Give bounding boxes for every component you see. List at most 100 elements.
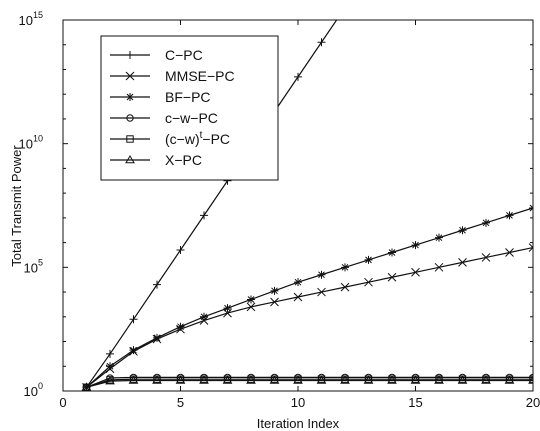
- legend-label: (c−w)t−PC: [165, 130, 230, 147]
- data-point-x: [387, 272, 397, 282]
- data-point-triangle: [269, 375, 280, 384]
- series-triangle: [81, 375, 533, 391]
- data-point-plus: [317, 38, 326, 47]
- data-point-star: [247, 295, 255, 304]
- data-point-triangle: [105, 376, 115, 385]
- y-tick-label: 100: [24, 381, 43, 399]
- legend-entry: c−w−PC: [110, 110, 218, 126]
- series-clip-group: [81, 20, 533, 391]
- x-tick-label: 20: [526, 395, 540, 410]
- data-point-triangle: [528, 375, 533, 384]
- data-point-plus: [129, 315, 138, 324]
- y-tick-label: 1010: [19, 134, 43, 152]
- legend-label: c−w−PC: [165, 110, 218, 126]
- y-tick-label: 105: [24, 257, 43, 275]
- data-point-triangle: [316, 375, 327, 384]
- data-point-triangle: [457, 375, 468, 384]
- data-point-triangle: [246, 375, 256, 384]
- data-point-triangle: [81, 382, 92, 391]
- x-tick-label: 10: [291, 395, 305, 410]
- data-point-plus: [200, 211, 208, 220]
- x-tick-label: 15: [408, 395, 422, 410]
- legend-marker-plus: [126, 51, 134, 59]
- legend-entry: X−PC: [110, 152, 202, 168]
- data-point-triangle: [199, 375, 209, 384]
- data-point-star: [435, 233, 443, 242]
- legend-entry: BF−PC: [110, 89, 211, 105]
- data-point-star: [176, 322, 185, 331]
- y-tick-label: 1015: [19, 10, 43, 28]
- data-point-triangle: [434, 375, 444, 384]
- data-point-star: [294, 278, 302, 287]
- legend-label: BF−PC: [165, 89, 211, 105]
- data-point-star: [482, 218, 490, 227]
- data-point-plus: [294, 72, 302, 81]
- legend: C−PC MMSE−PC BF−PC c−w−PC (c−w)t−PC X−PC: [100, 35, 279, 181]
- legend-marker-star: [126, 93, 134, 101]
- data-point-triangle: [222, 375, 233, 384]
- data-point-x: [505, 248, 514, 257]
- data-point-x: [481, 253, 491, 262]
- legend-label: MMSE−PC: [165, 68, 235, 84]
- data-point-star: [505, 211, 514, 220]
- data-point-star: [388, 248, 396, 257]
- legend-label: X−PC: [165, 152, 202, 168]
- series-line: [86, 376, 533, 388]
- data-point-plus: [153, 280, 161, 289]
- series-line: [86, 378, 533, 388]
- data-point-star: [364, 255, 373, 264]
- series-line: [86, 246, 533, 388]
- data-point-triangle: [504, 375, 515, 384]
- data-point-star: [129, 346, 138, 355]
- data-point-star: [458, 226, 467, 235]
- data-point-triangle: [387, 375, 397, 384]
- series-line: [86, 379, 533, 388]
- data-point-star: [223, 304, 232, 313]
- data-point-star: [317, 270, 326, 279]
- legend-label: C−PC: [165, 47, 203, 63]
- legend-marker-triangle: [125, 155, 135, 164]
- data-point-triangle: [293, 375, 303, 384]
- data-point-star: [341, 263, 349, 272]
- legend-marker-circle: [126, 114, 134, 122]
- data-point-x: [246, 302, 256, 312]
- series-group: [81, 20, 533, 391]
- data-point-plus: [106, 349, 114, 358]
- data-point-x: [411, 267, 420, 277]
- series-line: [86, 20, 338, 388]
- legend-entry: (c−w)t−PC: [110, 130, 230, 147]
- data-point-triangle: [410, 375, 421, 384]
- data-point-star: [270, 286, 279, 295]
- data-point-triangle: [152, 375, 162, 384]
- x-tick-label: 5: [177, 395, 184, 410]
- series-star: [82, 203, 533, 391]
- data-point-x: [293, 292, 303, 302]
- x-tick-label: 0: [59, 395, 66, 410]
- data-point-x: [458, 258, 467, 267]
- data-point-triangle: [363, 375, 374, 384]
- data-point-star: [200, 312, 208, 321]
- series-line: [86, 207, 533, 388]
- legend-entry: C−PC: [110, 47, 203, 63]
- data-point-plus: [176, 246, 185, 255]
- x-axis-label: Iteration Index: [257, 416, 340, 431]
- data-point-triangle: [175, 375, 186, 384]
- data-point-x: [528, 243, 533, 252]
- data-point-triangle: [128, 375, 139, 384]
- data-point-x: [317, 287, 326, 297]
- data-point-x: [364, 277, 373, 287]
- data-point-star: [529, 203, 533, 212]
- series-square: [82, 375, 533, 391]
- data-point-x: [434, 262, 444, 272]
- legend-marker-x: [125, 71, 135, 81]
- data-point-triangle: [481, 375, 491, 384]
- data-point-triangle: [340, 375, 350, 384]
- series-circle: [82, 373, 533, 391]
- data-point-x: [340, 282, 350, 292]
- data-point-x: [270, 297, 279, 307]
- series-x: [82, 243, 533, 391]
- legend-marker-square: [126, 135, 134, 143]
- legend-entry: MMSE−PC: [110, 68, 235, 84]
